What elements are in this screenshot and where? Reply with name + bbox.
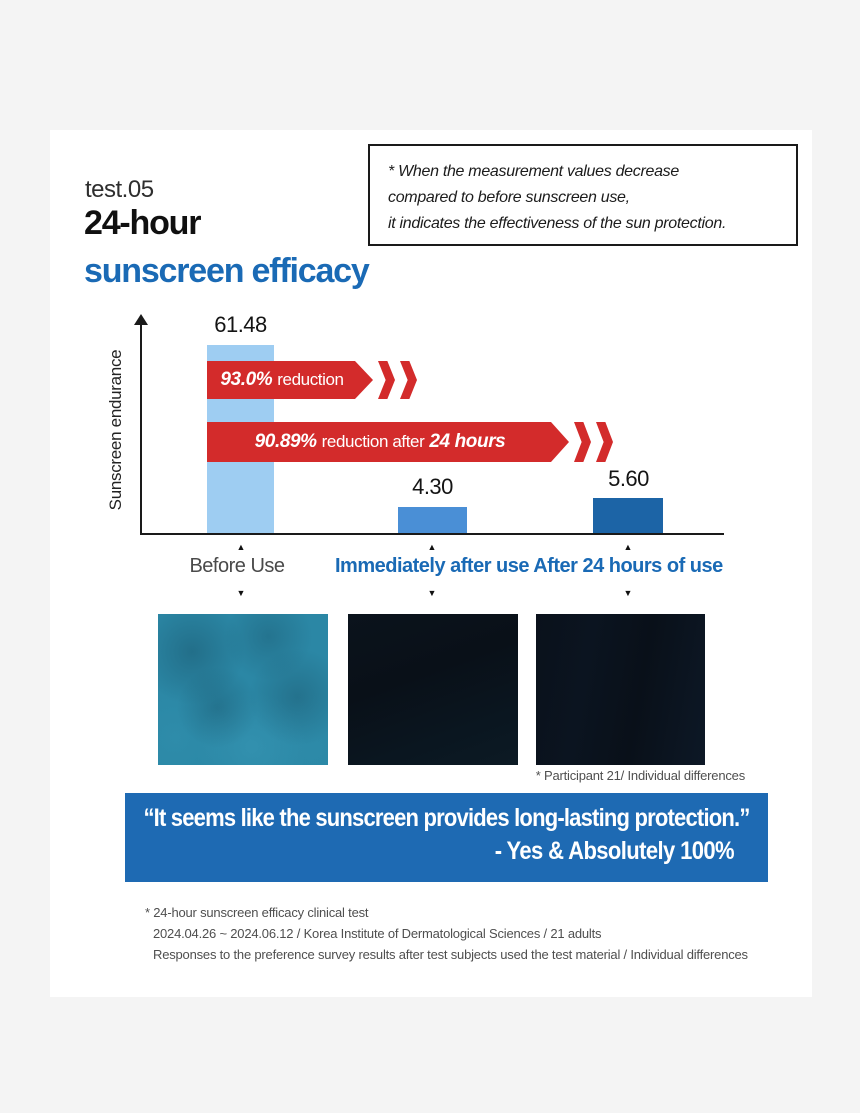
- footnote-line-1: * 24-hour sunscreen efficacy clinical te…: [145, 905, 369, 920]
- page-title-line2: sunscreen efficacy: [84, 252, 370, 290]
- bar-after-24-hours: [593, 498, 663, 533]
- down-triangle-icon: ▼: [623, 588, 633, 598]
- reduction-ribbon-immediate-body: 93.0% reduction: [207, 361, 373, 399]
- quote-line-2: - Yes & Absolutely 100%: [494, 836, 735, 865]
- note-line-1: * When the measurement values decrease: [388, 163, 679, 180]
- footnote-line-2: 2024.04.26 ~ 2024.06.12 / Korea Institut…: [153, 925, 602, 941]
- reduction-ribbon-24h-body: 90.89% reduction after 24 hours: [207, 422, 569, 462]
- y-axis-arrow-icon: [134, 314, 148, 325]
- participant-note: * Participant 21/ Individual differences: [535, 768, 745, 783]
- photo-immediately-after: [348, 614, 518, 765]
- x-axis-line: [140, 533, 724, 535]
- page-title-line1: 24-hour: [84, 204, 201, 242]
- chevron-icon: [596, 422, 613, 462]
- bar-value-after-24-hours: 5.60: [608, 466, 649, 491]
- reduction-text-24h: reduction after: [321, 432, 425, 451]
- quote-banner: “It seems like the sunscreen provides lo…: [125, 793, 768, 882]
- up-triangle-icon: ▲: [236, 542, 246, 552]
- note-line-3: it indicates the effectiveness of the su…: [388, 214, 727, 232]
- chevron-icon: [378, 361, 395, 399]
- bar-immediately-after: [398, 507, 467, 533]
- reduction-percent-24h: 90.89%: [254, 431, 317, 452]
- reduction-ribbon-24h: 90.89% reduction after 24 hours: [207, 422, 613, 462]
- category-label-immediately-after: Immediately after use: [334, 555, 530, 577]
- down-triangle-icon: ▼: [236, 588, 246, 598]
- down-triangle-icon: ▼: [427, 588, 437, 598]
- photo-after-24-hours: [536, 614, 705, 765]
- chevron-icon: [400, 361, 417, 399]
- infographic-card: test.05 24-hour sunscreen efficacy * Whe…: [50, 130, 812, 997]
- reduction-hours-24h: 24 hours: [429, 431, 506, 452]
- reduction-ribbon-immediate: 93.0% reduction: [207, 361, 417, 399]
- chevron-icon: [574, 422, 591, 462]
- quote-line-1: “It seems like the sunscreen provides lo…: [143, 803, 750, 832]
- note-line-2: compared to before sunscreen use,: [388, 188, 630, 206]
- bar-value-immediately-after: 4.30: [412, 474, 453, 499]
- y-axis-line: [140, 324, 142, 534]
- reduction-percent-immediate: 93.0%: [220, 369, 273, 390]
- category-label-after-24-hours: After 24 hours of use: [533, 555, 723, 577]
- up-triangle-icon: ▲: [623, 542, 633, 552]
- test-number-label: test.05: [85, 176, 154, 203]
- photo-before-use: [158, 614, 328, 765]
- y-axis-label: Sunscreen endurance: [106, 349, 125, 511]
- up-triangle-icon: ▲: [427, 542, 437, 552]
- category-label-before-use: Before Use: [189, 555, 285, 577]
- footnote-line-3: Responses to the preference survey resul…: [153, 946, 748, 962]
- footnotes: * 24-hour sunscreen efficacy clinical te…: [145, 903, 748, 965]
- measurement-note-box: * When the measurement values decrease c…: [368, 144, 798, 246]
- reduction-text-immediate: reduction: [277, 370, 344, 389]
- bar-value-before-use: 61.48: [214, 312, 267, 337]
